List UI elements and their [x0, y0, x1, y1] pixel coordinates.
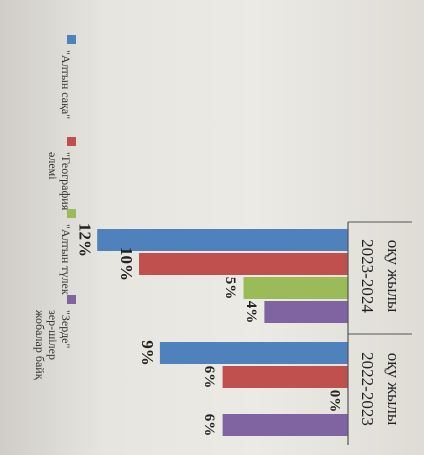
category-label-2-line-1: 2023-2024	[358, 239, 377, 313]
bar-2-1	[222, 366, 348, 388]
legend-label-2-line-2: әлемі	[46, 152, 60, 180]
legend-swatch-3	[67, 209, 76, 218]
data-label-1-2: 12%	[75, 223, 94, 257]
data-label-2-1: 6%	[201, 366, 217, 389]
bar-4-2	[264, 301, 348, 323]
legend-swatch-2	[67, 137, 76, 146]
legend-label-4-line-1: "Зерде"	[59, 310, 73, 349]
legend: "Алтын сақа" "География"әлемі "Алтын түлек…	[33, 35, 76, 380]
bar-1-2	[97, 229, 348, 251]
data-label-3-1: 0%	[327, 390, 343, 413]
data-label-4-2: 4%	[243, 301, 259, 324]
category-label-1-line-2: оқу жылы	[384, 353, 403, 426]
data-label-1-1: 9%	[138, 340, 157, 366]
legend-swatch-1	[67, 35, 76, 44]
legend-label-4-line-3: жобалар байқ	[33, 309, 47, 380]
data-label-3-2: 5%	[222, 277, 238, 300]
legend-swatch-4	[67, 295, 76, 304]
bar-2-2	[139, 253, 348, 275]
legend-label-2-line-1: "География"	[59, 152, 73, 215]
category-label-1-line-1: 2022-2023	[358, 352, 377, 426]
data-label-4-1: 6%	[201, 414, 217, 437]
bar-1-1	[159, 342, 348, 364]
category-label-2-line-2: оқу жылы	[384, 240, 403, 313]
data-label-2-2: 10%	[117, 247, 136, 281]
legend-label-3-line-1: "Алтын түлек"	[59, 224, 73, 300]
bar-4-1	[222, 414, 348, 436]
bar-3-2	[243, 277, 348, 299]
legend-label-1-line-1: "Алтын сақа"	[59, 50, 73, 119]
legend-label-4-line-2: зер-шілер	[46, 310, 60, 360]
